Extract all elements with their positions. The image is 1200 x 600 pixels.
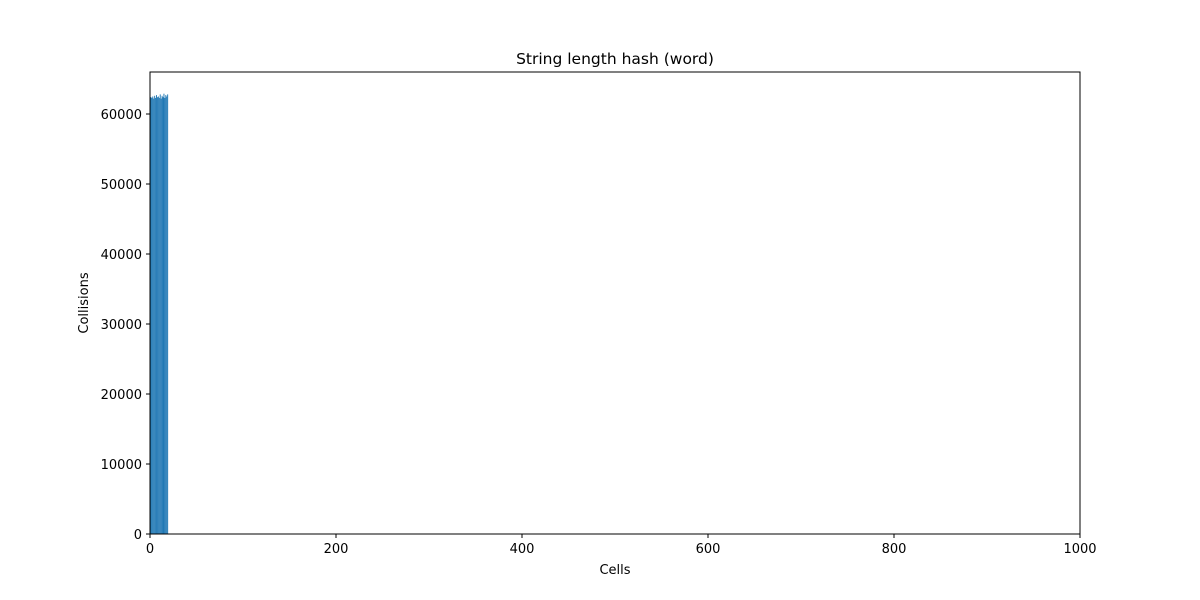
bar bbox=[162, 97, 164, 534]
y-axis-label: Collisions bbox=[77, 272, 92, 333]
bar bbox=[167, 94, 169, 535]
x-tick-label: 200 bbox=[324, 542, 349, 557]
bar bbox=[159, 94, 161, 535]
y-tick-label: 0 bbox=[134, 528, 142, 543]
x-axis-label: Cells bbox=[599, 563, 630, 578]
chart-title: String length hash (word) bbox=[516, 50, 714, 68]
bar bbox=[160, 98, 162, 534]
bar bbox=[150, 97, 152, 534]
y-tick-label: 30000 bbox=[101, 318, 142, 333]
bar bbox=[156, 95, 157, 534]
bar bbox=[165, 95, 167, 534]
x-tick-label: 0 bbox=[146, 542, 154, 557]
bar bbox=[153, 98, 155, 534]
bar bbox=[166, 96, 168, 534]
x-tick-label: 400 bbox=[510, 542, 535, 557]
x-tick-label: 600 bbox=[696, 542, 721, 557]
bar bbox=[161, 95, 163, 535]
x-tick-label: 800 bbox=[882, 542, 907, 557]
bar bbox=[151, 97, 153, 535]
bar bbox=[154, 95, 156, 535]
bars-group bbox=[150, 93, 169, 535]
bar bbox=[155, 97, 157, 535]
x-tick-label: 1000 bbox=[1063, 542, 1096, 557]
y-axis-ticks: 0 10000 20000 30000 40000 50000 60000 bbox=[101, 108, 150, 543]
y-tick-label: 40000 bbox=[101, 248, 142, 263]
plot-frame bbox=[149, 71, 1081, 535]
y-tick-label: 50000 bbox=[101, 178, 142, 193]
bar bbox=[156, 97, 158, 534]
x-axis-ticks: 0 200 400 600 800 1000 bbox=[146, 534, 1097, 557]
y-tick-label: 10000 bbox=[101, 458, 142, 473]
bar bbox=[152, 96, 154, 534]
bar bbox=[157, 96, 159, 534]
bar bbox=[158, 97, 160, 535]
bar bbox=[163, 93, 165, 534]
bar bbox=[164, 97, 166, 535]
y-tick-label: 60000 bbox=[101, 108, 142, 123]
y-tick-label: 20000 bbox=[101, 388, 142, 403]
